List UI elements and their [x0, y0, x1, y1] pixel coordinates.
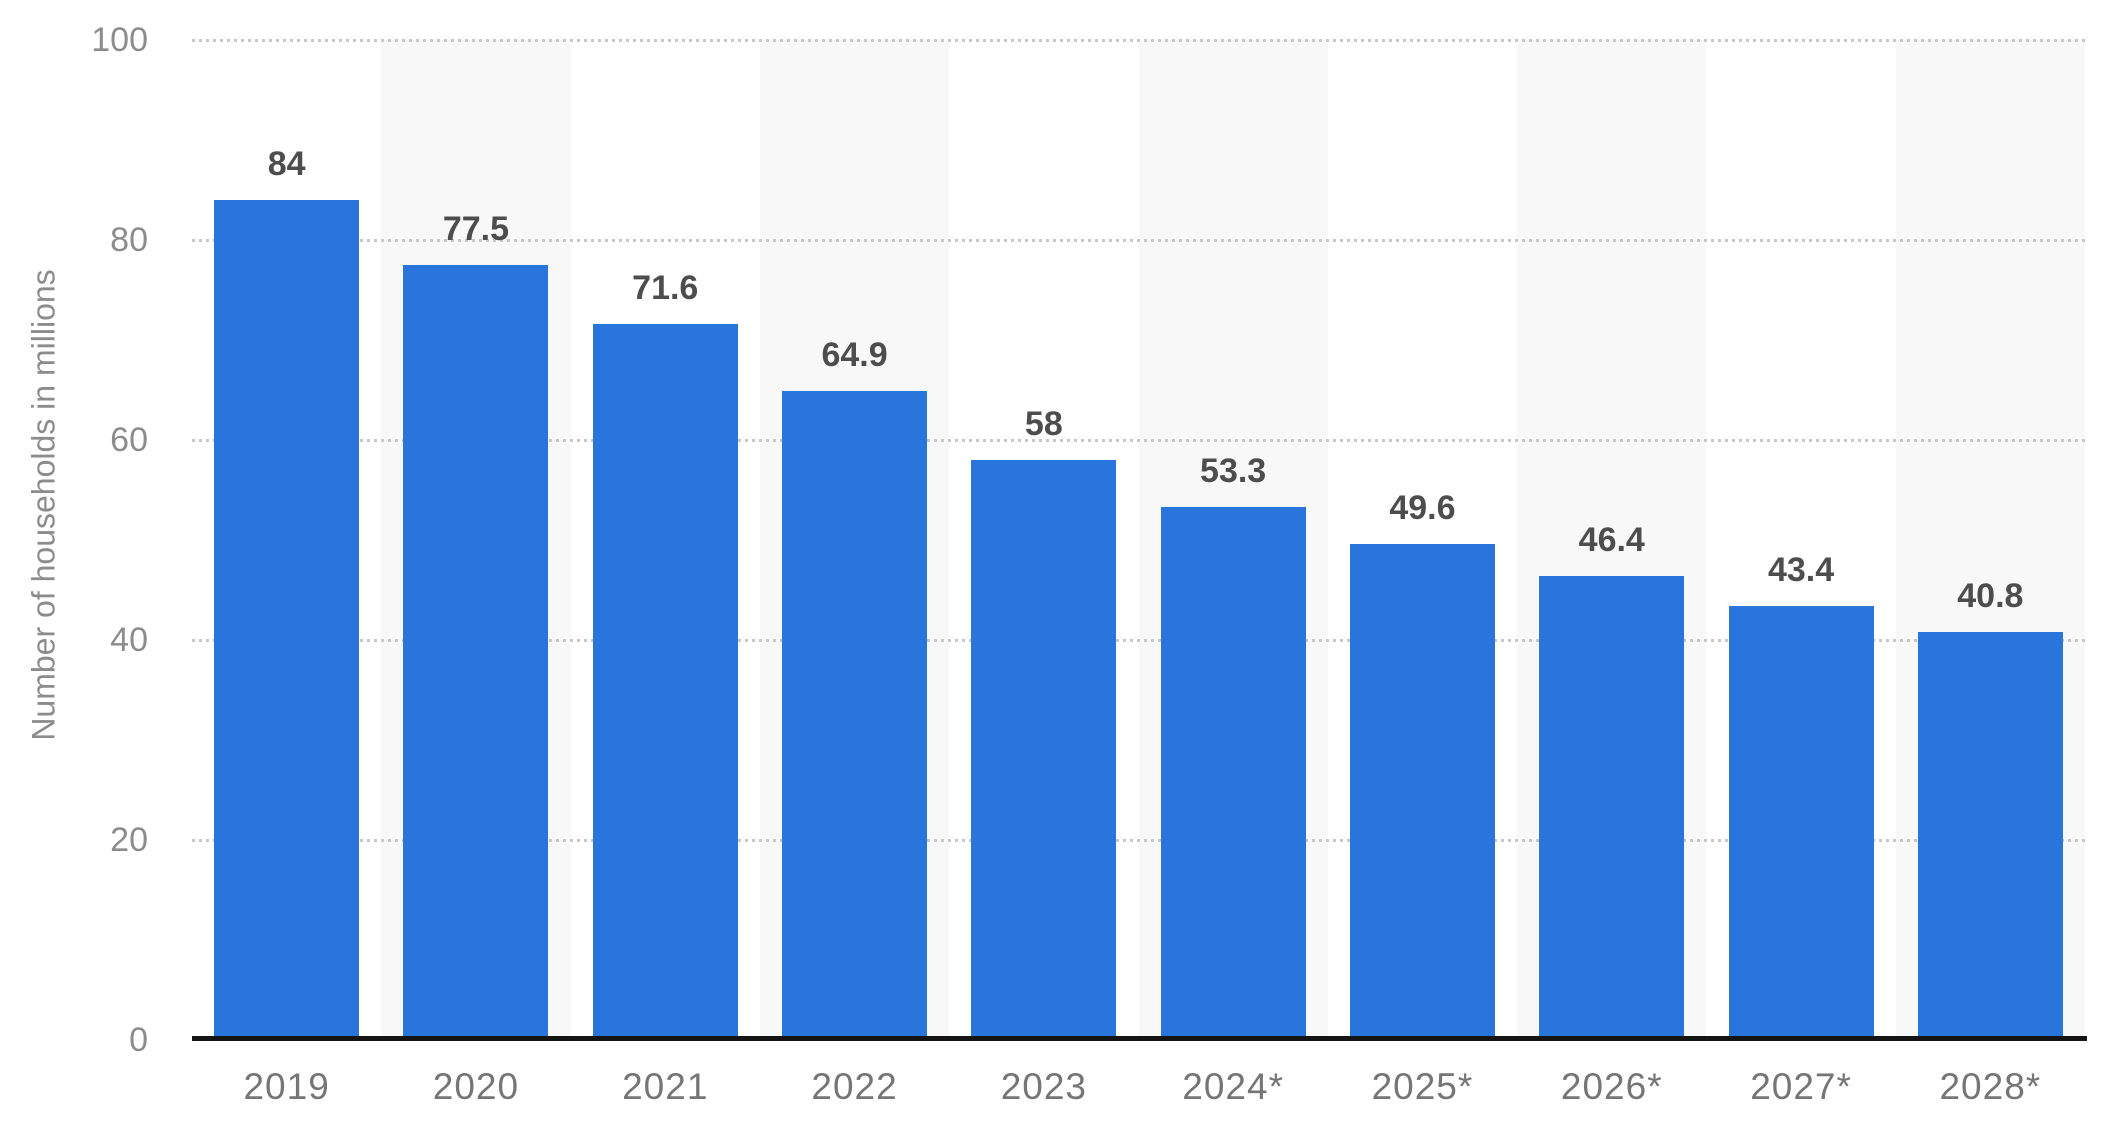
bar-2022[interactable]: [782, 391, 928, 1040]
x-tick-label: 2019: [243, 1066, 330, 1107]
y-tick-label: 0: [129, 1021, 148, 1059]
bar-value-label: 40.8: [1957, 577, 2024, 615]
bar-2024[interactable]: [1160, 507, 1306, 1040]
bar-value-label: 43.4: [1767, 551, 1835, 589]
bar-2019[interactable]: [214, 200, 360, 1040]
gridline: [192, 39, 2085, 42]
x-tick-label: 2022: [811, 1066, 898, 1107]
y-tick-label: 80: [110, 221, 148, 259]
x-tick-label: 2027*: [1750, 1066, 1852, 1107]
bar-value-label: 53.3: [1200, 452, 1267, 490]
gridline: [192, 439, 2085, 442]
x-tick-label: 2023: [1000, 1066, 1087, 1107]
bar-value-label: 71.6: [632, 269, 699, 307]
bar-2028[interactable]: [1917, 632, 2063, 1040]
bar-value-label: 58: [1024, 405, 1063, 443]
x-tick-label: 2021: [622, 1066, 709, 1107]
y-tick-label: 100: [91, 21, 148, 59]
gridline: [192, 839, 2085, 842]
x-tick-label: 2024*: [1182, 1066, 1284, 1107]
bar-2023[interactable]: [971, 460, 1117, 1040]
bar-2027[interactable]: [1728, 606, 1874, 1040]
bar-value-label: 77.5: [442, 210, 510, 248]
y-tick-label: 40: [110, 621, 148, 659]
bar-2020[interactable]: [403, 265, 549, 1040]
bar-2025[interactable]: [1349, 544, 1495, 1040]
bar-value-label: 64.9: [821, 336, 888, 374]
bar-value-label: 49.6: [1389, 489, 1456, 527]
x-axis-line: [192, 1036, 2087, 1041]
x-tick-label: 2028*: [1939, 1066, 2042, 1107]
y-axis-title: Number of households in millions: [25, 269, 62, 741]
bar-value-label: 84: [267, 145, 306, 183]
x-tick-label: 2026*: [1560, 1066, 1663, 1107]
gridline: [192, 639, 2085, 642]
x-tick-label: 2025*: [1371, 1066, 1474, 1107]
bar-value-label: 46.4: [1578, 521, 1645, 559]
bar-2026[interactable]: [1539, 576, 1685, 1040]
y-tick-label: 60: [110, 421, 148, 459]
x-tick-label: 2020: [432, 1066, 520, 1107]
gridline: [192, 239, 2085, 242]
y-tick-label: 20: [110, 821, 148, 859]
bar-2021[interactable]: [592, 324, 738, 1040]
